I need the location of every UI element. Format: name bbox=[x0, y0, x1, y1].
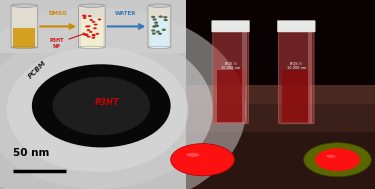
Bar bbox=[186, 0, 375, 189]
Bar bbox=[0, 0, 186, 53]
Circle shape bbox=[89, 19, 93, 21]
Text: P3HT: P3HT bbox=[94, 98, 119, 107]
Circle shape bbox=[98, 19, 101, 20]
Circle shape bbox=[82, 15, 86, 16]
Text: BQS III
10,000 nm: BQS III 10,000 nm bbox=[286, 62, 306, 70]
Ellipse shape bbox=[149, 46, 170, 48]
Circle shape bbox=[87, 29, 90, 31]
Ellipse shape bbox=[12, 4, 37, 7]
FancyBboxPatch shape bbox=[79, 5, 105, 48]
Circle shape bbox=[152, 33, 156, 34]
Bar bbox=[81, 18, 103, 47]
Circle shape bbox=[84, 34, 88, 36]
Bar bbox=[150, 18, 169, 47]
Ellipse shape bbox=[80, 4, 104, 7]
FancyBboxPatch shape bbox=[148, 5, 171, 48]
Circle shape bbox=[92, 21, 95, 23]
Circle shape bbox=[89, 31, 93, 33]
Circle shape bbox=[88, 15, 92, 17]
Circle shape bbox=[315, 148, 360, 171]
Circle shape bbox=[83, 17, 87, 19]
Circle shape bbox=[152, 26, 156, 28]
Circle shape bbox=[151, 16, 155, 18]
Text: DMSO: DMSO bbox=[49, 11, 68, 16]
Circle shape bbox=[158, 33, 162, 35]
Circle shape bbox=[164, 16, 167, 18]
Circle shape bbox=[92, 37, 95, 39]
Circle shape bbox=[171, 144, 234, 176]
FancyBboxPatch shape bbox=[211, 21, 250, 32]
Bar bbox=[0, 0, 186, 189]
Ellipse shape bbox=[0, 8, 246, 189]
Text: BQS III
10,000 nm: BQS III 10,000 nm bbox=[221, 62, 240, 70]
Circle shape bbox=[156, 31, 160, 33]
Circle shape bbox=[83, 15, 87, 17]
FancyBboxPatch shape bbox=[278, 27, 314, 124]
Ellipse shape bbox=[187, 153, 200, 157]
Circle shape bbox=[94, 24, 98, 26]
Circle shape bbox=[155, 25, 159, 27]
Circle shape bbox=[93, 27, 97, 29]
Circle shape bbox=[152, 30, 155, 32]
FancyBboxPatch shape bbox=[277, 21, 315, 32]
Bar bbox=[186, 85, 375, 104]
Ellipse shape bbox=[0, 30, 213, 189]
Circle shape bbox=[159, 16, 163, 18]
Circle shape bbox=[154, 25, 158, 26]
Text: WATER: WATER bbox=[115, 11, 136, 16]
Bar bbox=[186, 132, 375, 189]
Bar bbox=[308, 28, 312, 123]
Ellipse shape bbox=[149, 4, 170, 7]
Circle shape bbox=[164, 19, 168, 21]
Bar bbox=[186, 0, 375, 85]
FancyBboxPatch shape bbox=[11, 5, 38, 48]
Circle shape bbox=[85, 34, 88, 36]
Bar bbox=[13, 28, 35, 47]
Ellipse shape bbox=[53, 77, 150, 135]
Circle shape bbox=[87, 36, 90, 38]
FancyBboxPatch shape bbox=[213, 27, 248, 124]
Bar bbox=[186, 104, 375, 132]
Ellipse shape bbox=[326, 155, 335, 158]
Text: PCBM: PCBM bbox=[27, 60, 48, 80]
Text: 50 nm: 50 nm bbox=[13, 148, 50, 158]
Bar bbox=[242, 28, 247, 123]
Ellipse shape bbox=[80, 46, 104, 48]
Ellipse shape bbox=[32, 64, 171, 147]
Circle shape bbox=[87, 25, 90, 27]
Circle shape bbox=[96, 33, 99, 35]
Circle shape bbox=[304, 143, 371, 177]
Ellipse shape bbox=[12, 46, 37, 48]
Circle shape bbox=[92, 34, 96, 36]
Circle shape bbox=[153, 19, 156, 20]
Bar bbox=[282, 70, 310, 122]
Circle shape bbox=[85, 26, 89, 27]
Circle shape bbox=[154, 22, 158, 24]
Ellipse shape bbox=[7, 47, 188, 172]
Bar bbox=[217, 70, 245, 122]
Text: P3HT
NP: P3HT NP bbox=[49, 33, 85, 49]
Circle shape bbox=[92, 35, 96, 36]
Circle shape bbox=[162, 29, 166, 31]
